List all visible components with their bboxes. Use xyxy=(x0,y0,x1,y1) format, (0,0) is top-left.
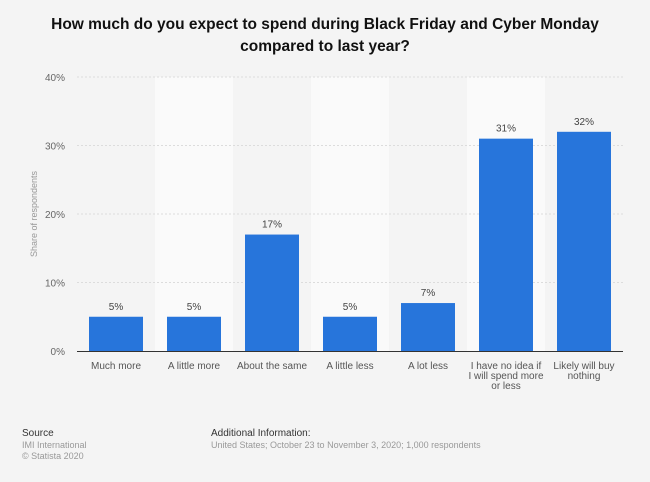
y-tick-label: 30% xyxy=(45,142,65,153)
x-tick-label: A lot less xyxy=(408,361,448,372)
x-tick-label-line: A lot less xyxy=(408,361,448,372)
copyright: © Statista 2020 xyxy=(22,451,84,461)
chart-title: How much do you expect to spend during B… xyxy=(51,16,599,55)
x-tick-label-line: A little more xyxy=(168,361,221,372)
data-label: 32% xyxy=(574,117,594,128)
x-tick-label-line: I have no idea if xyxy=(471,361,542,372)
source-heading: Source xyxy=(22,428,54,439)
data-label: 5% xyxy=(187,302,202,313)
source-block: Source IMI International © Statista 2020 xyxy=(22,427,87,462)
bar xyxy=(245,234,299,351)
x-tick-label-line: Much more xyxy=(91,361,141,372)
x-tick-label-line: nothing xyxy=(568,371,601,382)
x-tick-label-line: About the same xyxy=(237,361,307,372)
bar xyxy=(401,303,455,351)
x-tick-label-line: I will spend more xyxy=(468,371,543,382)
y-axis-label: Share of respondents xyxy=(29,170,39,257)
data-label: 31% xyxy=(496,124,516,135)
y-tick-label: 10% xyxy=(45,279,65,290)
y-tick-label: 40% xyxy=(45,73,65,84)
bar xyxy=(167,316,221,351)
additional-info-heading: Additional Information: xyxy=(211,428,311,439)
x-tick-label: Likely will buy nothing xyxy=(553,361,614,382)
additional-info-text: United States; October 23 to November 3,… xyxy=(211,440,481,450)
data-label: 5% xyxy=(109,302,124,313)
data-label: 7% xyxy=(421,288,436,299)
x-tick-label: A little less xyxy=(326,361,373,372)
source-name: IMI International xyxy=(22,440,87,450)
data-label: 5% xyxy=(343,302,358,313)
y-tick-label: 0% xyxy=(51,347,66,358)
bar-chart: 0% 10% 20% 30% 40% Share of respondents 5% Much… xyxy=(29,73,623,392)
y-tick-label: 20% xyxy=(45,210,65,221)
x-tick-label: About the same xyxy=(237,361,307,372)
bar xyxy=(557,131,611,351)
x-tick-label: I have no idea if I will spend more or les… xyxy=(468,361,543,392)
bar xyxy=(323,316,377,351)
x-tick-label-line: A little less xyxy=(326,361,373,372)
x-tick-label-line: or less xyxy=(491,381,520,392)
x-tick-label: Much more xyxy=(91,361,141,372)
x-tick-label: A little more xyxy=(168,361,221,372)
x-tick-label-line: Likely will buy xyxy=(553,361,614,372)
bar xyxy=(89,316,143,351)
additional-info-block: Additional Information: United States; O… xyxy=(211,427,481,451)
data-label: 17% xyxy=(262,220,282,231)
bar xyxy=(479,138,533,351)
